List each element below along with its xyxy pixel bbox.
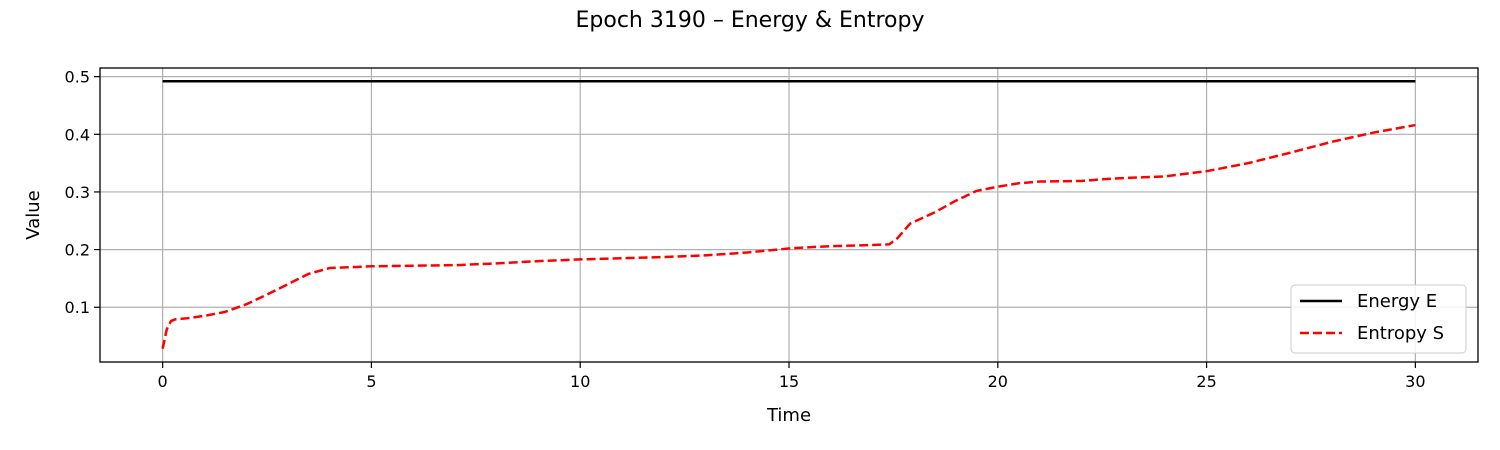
x-tick-label: 0: [158, 372, 168, 391]
x-tick-label: 30: [1405, 372, 1425, 391]
axis-ticks: 0 5 10 15 20 25 30 0.1 0.2 0.3 0.4 0.5: [65, 68, 1426, 391]
x-tick-label: 5: [366, 372, 376, 391]
legend: Energy E Entropy S: [1290, 284, 1467, 354]
y-tick-label: 0.4: [65, 125, 90, 144]
y-axis-label: Value: [23, 190, 44, 239]
plot-series: [161, 80, 1416, 349]
y-tick-label: 0.2: [65, 241, 90, 260]
grid-lines: [100, 68, 1478, 362]
x-tick-label: 25: [1196, 372, 1216, 391]
x-axis-label: Time: [766, 405, 811, 426]
chart-title: Epoch 3190 – Energy & Entropy: [576, 8, 925, 33]
y-tick-label: 0.1: [65, 298, 90, 317]
y-tick-label: 0.5: [65, 68, 90, 87]
x-tick-label: 15: [779, 372, 799, 391]
y-tick-label: 0.3: [65, 183, 90, 202]
x-tick-label: 10: [570, 372, 590, 391]
legend-label-energy: Energy E: [1357, 291, 1437, 312]
legend-label-entropy: Entropy S: [1357, 323, 1444, 344]
x-tick-label: 20: [988, 372, 1008, 391]
series-line-entropy: [161, 123, 1416, 349]
